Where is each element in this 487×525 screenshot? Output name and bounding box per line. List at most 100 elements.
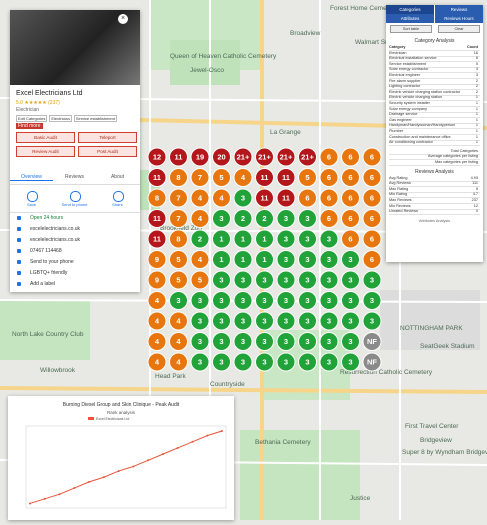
rank-label: 3: [305, 255, 309, 264]
rank-label: 19: [196, 153, 204, 162]
rank-label: 3: [241, 276, 245, 285]
rank-label: 6: [305, 194, 309, 203]
rank-label: 3: [219, 296, 223, 305]
rank-label: 3: [327, 235, 331, 244]
rank-pin: [255, 291, 274, 310]
rank-pin: [169, 291, 188, 310]
action-icon[interactable]: [70, 191, 81, 202]
cell: 2: [475, 78, 478, 83]
rank-label: 6: [327, 194, 331, 203]
tab[interactable]: Reviews: [65, 174, 84, 180]
rank-pin: [298, 291, 317, 310]
cell: Electrical engineer: [389, 73, 421, 77]
action-icon[interactable]: [27, 191, 38, 202]
cell: Plumber: [389, 129, 404, 133]
review-row: Min Reviews 12: [389, 204, 480, 210]
rank-pin: [169, 332, 188, 351]
rank-pin: [147, 291, 167, 310]
highway: [0, 386, 487, 394]
find-more[interactable]: Find more: [16, 123, 43, 129]
panel-tool[interactable]: Clear: [438, 25, 480, 33]
action-label[interactable]: Share: [112, 202, 123, 207]
rank-label: 4: [176, 317, 181, 326]
rank-label: 7: [176, 214, 180, 223]
rank-label: 3: [198, 317, 202, 326]
action-label[interactable]: Send to phone: [61, 202, 88, 207]
table-row: Electrician 16: [389, 51, 480, 57]
rank-label: 4: [155, 317, 160, 326]
rank-pin: [233, 332, 253, 351]
rank-point: [58, 493, 61, 496]
cell: Construction and maintenance office: [389, 134, 451, 139]
audit-button[interactable]: Teleport: [78, 132, 137, 143]
rank-pin: [276, 332, 296, 351]
rank-label: 6: [348, 194, 352, 203]
tag[interactable]: Service establishment: [73, 115, 117, 122]
map-label: La Grange: [270, 129, 301, 136]
rank-label: 4: [176, 358, 181, 367]
rank-pin: [276, 311, 296, 331]
rank-label: 4: [219, 194, 224, 203]
cell: 12: [473, 203, 478, 208]
close-button[interactable]: ×: [118, 14, 128, 24]
rank-point: [102, 476, 105, 479]
map-label: Forest Home Cemetery: [330, 5, 398, 12]
tab[interactable]: Overview: [10, 174, 53, 181]
cell: Total Categories: [450, 148, 478, 153]
rank-pin: [255, 147, 274, 167]
rank-pin: [319, 250, 339, 269]
rank-pin: [212, 270, 231, 290]
info-text: Send to your phone: [30, 259, 74, 265]
audit-button[interactable]: Basic Audit: [16, 132, 75, 143]
panel-tab[interactable]: Reviews: [435, 5, 483, 14]
rank-label: 3: [262, 317, 266, 326]
rank-label: 3: [262, 337, 266, 346]
rank-point: [132, 465, 135, 468]
rank-pin: [341, 147, 360, 167]
rank-label: 4: [155, 337, 160, 346]
cell: Unrated Reviews: [389, 209, 418, 214]
action-label[interactable]: Save: [26, 202, 37, 207]
business-card: × Excel Electricians Ltd 5.0 ★★★★★ (237)…: [10, 10, 140, 292]
audit-button[interactable]: Post Audit: [78, 146, 137, 157]
rank-label: 11: [153, 173, 161, 182]
cell: Electrician: [389, 50, 407, 55]
rank-label: 6: [348, 173, 352, 182]
rank-label: 3: [262, 296, 266, 305]
rank-pin: [362, 311, 382, 331]
cell: Average categories per listing: [428, 154, 478, 159]
tag[interactable]: Edit Categories: [16, 115, 48, 122]
panel-tab[interactable]: Attributes: [386, 14, 434, 23]
park: [0, 300, 90, 360]
rank-pin: [169, 209, 188, 228]
rank-pin: [319, 229, 339, 249]
rank-label: 3: [305, 235, 309, 244]
rank-pin: [147, 168, 167, 187]
rank-pin: [212, 250, 231, 269]
tag[interactable]: Electrician: [49, 115, 72, 122]
audit-button[interactable]: Review Audit: [16, 146, 75, 157]
rank-pin: [341, 168, 360, 187]
rank-label: 11: [282, 194, 290, 203]
rank-label: 6: [370, 214, 374, 223]
cell: 6: [475, 56, 478, 61]
tab[interactable]: About: [110, 174, 125, 180]
panel-tool[interactable]: Sort table: [390, 25, 432, 33]
panel-tab[interactable]: Categories: [386, 5, 434, 14]
rank-pin: [298, 147, 317, 167]
cell: 1: [475, 129, 478, 133]
rank-label: 3: [219, 358, 223, 367]
cell: Electric vehicle charging station: [389, 95, 443, 100]
rank-label: 1: [241, 255, 245, 264]
rank-pin: [255, 352, 274, 372]
map-label: North Lake Country Club: [12, 331, 84, 338]
rank-pin: [233, 229, 253, 249]
action-icon[interactable]: [113, 191, 124, 202]
panel-tab[interactable]: Reviews Hours: [435, 14, 483, 23]
rank-pin: [298, 332, 317, 351]
rank-pin: [147, 332, 167, 351]
cell: Count: [467, 45, 478, 49]
category-title: Category Analysis: [414, 38, 455, 44]
cell: 5: [475, 186, 478, 191]
rank-pin: [190, 188, 210, 208]
